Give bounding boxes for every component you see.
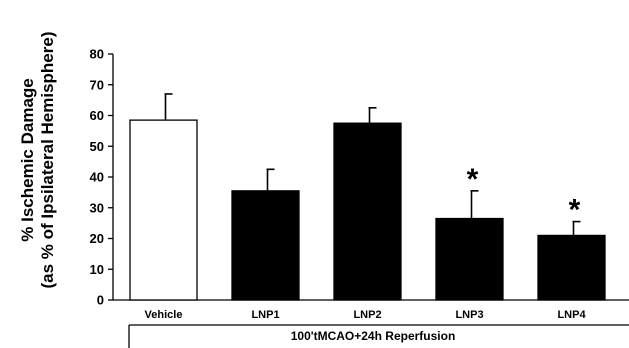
y-axis-ticks: 0 10 20 30 40 50 60 70 80 [90,47,113,308]
condition-box: 100'tMCAO+24h Reperfusion [128,324,629,348]
significance-markers: ** [467,163,581,227]
condition-label: 100'tMCAO+24h Reperfusion [291,329,456,343]
y-tick-label: 40 [90,170,104,185]
category-labels: Vehicle LNP1 LNP2 LNP3 LNP4 [145,309,587,321]
category-label-lnp1: LNP1 [251,309,279,321]
bars [129,119,606,301]
y-tick-label: 50 [90,139,104,154]
y-tick-label: 80 [90,47,104,62]
significance-star-lnp4: * [569,194,581,227]
y-axis-title-line2: (as % of Ipsilateral Hemisphere) [38,32,57,289]
y-axis-title: % Ischemic Damage (as % of Ipsilateral H… [18,32,57,289]
y-axis-title-line1: % Ischemic Damage [18,78,37,241]
bar-lnp1 [231,190,300,301]
y-tick-label: 30 [90,200,104,215]
error-bars [164,93,581,236]
bar-vehicle [129,119,198,301]
bar-lnp4 [537,234,606,301]
category-label-lnp2: LNP2 [353,309,381,321]
bar-lnp3 [435,217,504,301]
y-tick-label: 10 [90,262,104,277]
y-tick-label: 70 [90,77,104,92]
y-tick-label: 60 [90,108,104,123]
bar-lnp2 [333,122,402,301]
y-tick-label: 20 [90,231,104,246]
category-label-lnp3: LNP3 [455,309,483,321]
y-tick-label: 0 [97,293,104,308]
category-label-vehicle: Vehicle [145,309,183,321]
category-label-lnp4: LNP4 [557,309,586,321]
significance-star-lnp3: * [467,163,479,196]
